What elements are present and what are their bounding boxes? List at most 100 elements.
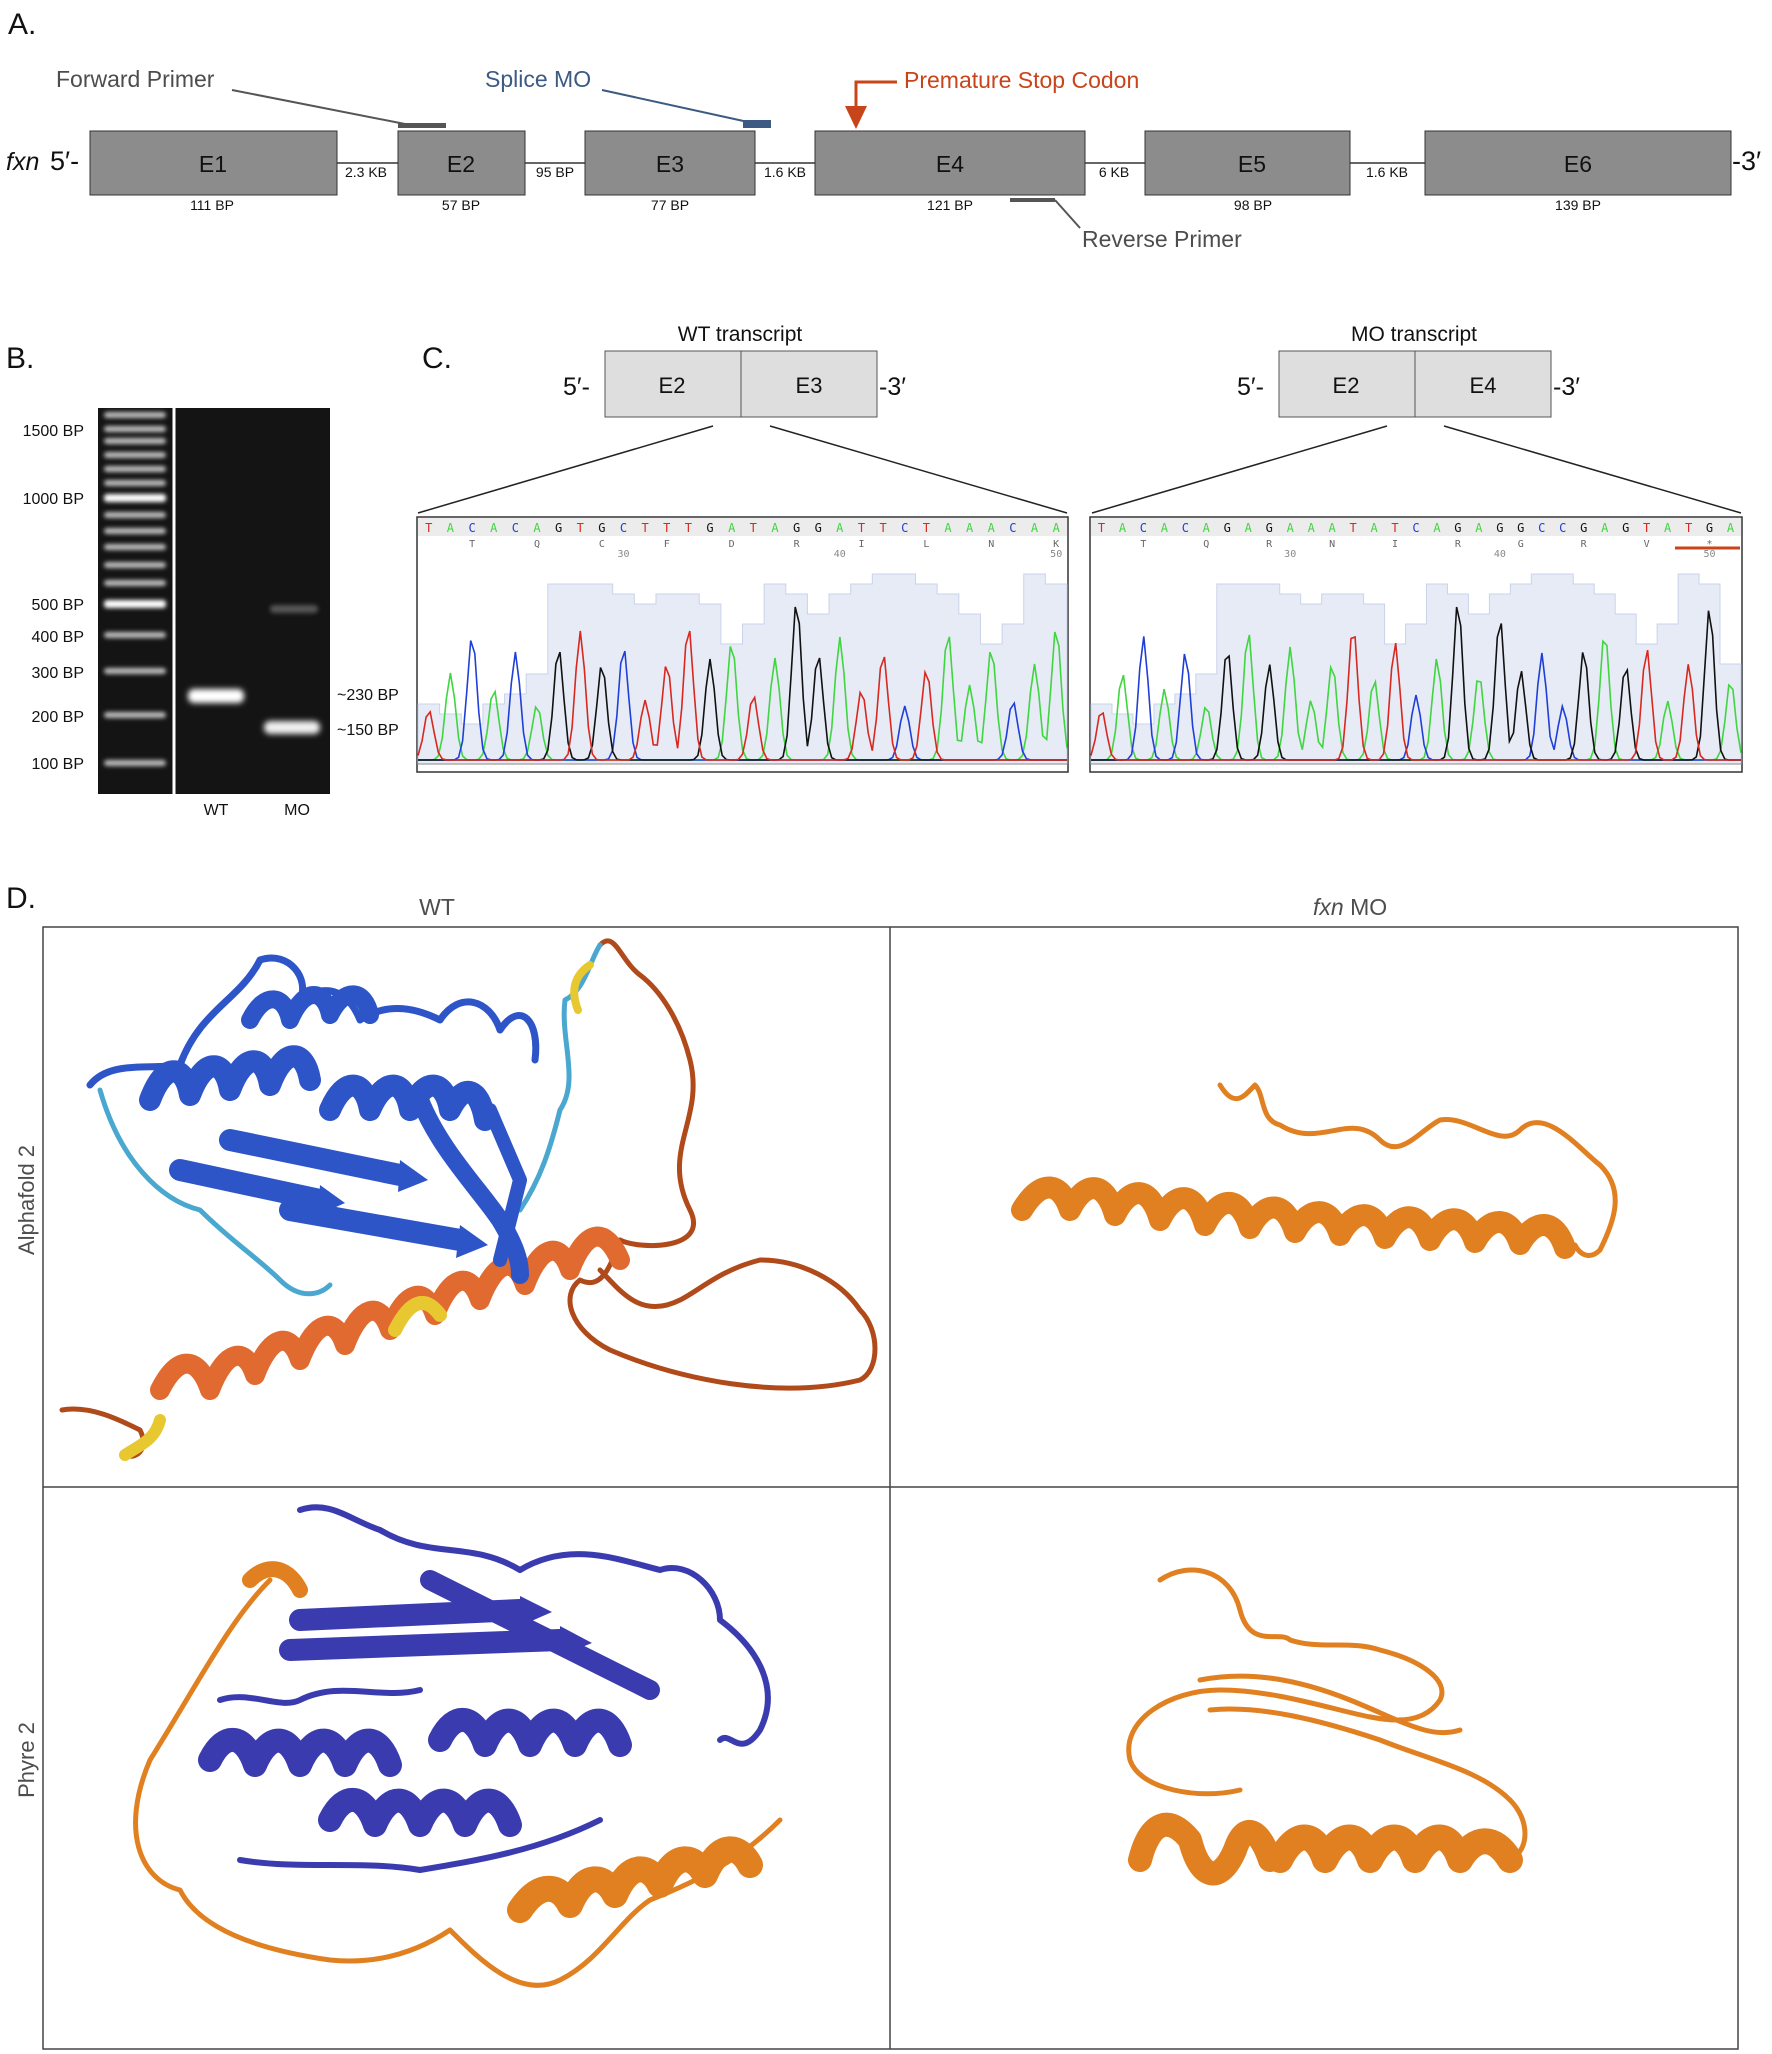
exon-size-5: 98 BP: [1234, 197, 1272, 213]
base-call: T: [1098, 521, 1105, 535]
amino-acid: T: [469, 539, 475, 550]
base-call: C: [1538, 521, 1545, 535]
wt-three-prime: -3′: [879, 373, 906, 401]
ladder-band: [104, 544, 166, 550]
ladder-band: [104, 480, 166, 486]
quality-histogram: [417, 573, 1068, 765]
base-call: A: [836, 521, 844, 535]
wt-exon-box-e2: [604, 350, 742, 418]
base-call: A: [1203, 521, 1211, 535]
base-call: C: [512, 521, 519, 535]
row-label-alphafold: Alphafold 2: [14, 1145, 39, 1255]
base-call: A: [1287, 521, 1295, 535]
wt-alphafold-structure: [59, 938, 878, 1461]
intron-size-1: 2.3 KB: [345, 164, 387, 180]
ladder-band: [104, 668, 166, 674]
mo-traces: [1090, 606, 1742, 761]
mo-faint-band: [270, 605, 318, 613]
structure-grid: [42, 926, 1739, 2050]
wt-phyre-structure: [133, 1504, 783, 1988]
base-call: A: [1245, 521, 1253, 535]
base-call: G: [1454, 521, 1461, 535]
panel-d-label: D.: [6, 882, 36, 915]
base-call: A: [1370, 521, 1378, 535]
ladder-band: [104, 466, 166, 472]
exon-name-4: E4: [936, 151, 964, 177]
intron-size-3: 1.6 KB: [764, 164, 806, 180]
amino-acid: R: [794, 539, 801, 550]
intron-size-2: 95 BP: [536, 164, 574, 180]
base-call: T: [663, 521, 670, 535]
column-header-fxn: fxn: [1313, 894, 1344, 920]
ladder-band: [104, 600, 166, 608]
exon-size-4: 121 BP: [927, 197, 973, 213]
wt-zoom-line-right: [769, 425, 1068, 514]
gel-image: [98, 408, 330, 794]
stop-codon-label: Premature Stop Codon: [904, 67, 1139, 93]
ladder-band: [104, 528, 166, 534]
base-call: C: [901, 521, 908, 535]
ladder-label-100: 100 BP: [32, 756, 84, 773]
base-call: T: [1643, 521, 1650, 535]
mo-transcript: MO transcript 5′- E2 E4 -3′: [1091, 323, 1742, 514]
ladder-label-200: 200 BP: [32, 709, 84, 726]
mo-five-prime: 5′-: [1237, 373, 1264, 401]
exon-box-5: [1144, 130, 1351, 196]
three-prime-label: -3′: [1732, 146, 1761, 176]
base-call: G: [815, 521, 822, 535]
mo-base-strip: [1091, 518, 1741, 536]
ladder-band: [104, 438, 166, 444]
base-call: T: [923, 521, 930, 535]
exon-size-3: 77 BP: [651, 197, 689, 213]
position-tick: 40: [1494, 549, 1506, 560]
lane-label-wt: WT: [204, 802, 229, 819]
base-call: G: [1224, 521, 1231, 535]
base-call: G: [1622, 521, 1629, 535]
wt-five-prime: 5′-: [563, 373, 590, 401]
gene-name: fxn: [6, 148, 39, 176]
exon-box-1: [89, 130, 338, 196]
mo-exon-box-e4: [1414, 350, 1552, 418]
ladder-label-1500: 1500 BP: [23, 423, 84, 440]
base-call: C: [1140, 521, 1147, 535]
wt-band: [188, 689, 244, 703]
forward-primer-label: Forward Primer: [56, 66, 215, 92]
band-label-230: ~230 BP: [337, 687, 399, 704]
mo-alphafold-structure: [1011, 1082, 1618, 1259]
ladder-label-400: 400 BP: [32, 629, 84, 646]
wt-zoom-line-left: [417, 425, 714, 514]
wt-exon-e3: E3: [796, 373, 823, 398]
base-call: A: [1161, 521, 1169, 535]
base-call: G: [1517, 521, 1524, 535]
base-call: A: [771, 521, 779, 535]
mo-exon-box-e2: [1278, 350, 1416, 418]
wt-traces: [417, 606, 1068, 761]
amino-acid: G: [1518, 539, 1524, 550]
amino-acid: R: [1266, 539, 1273, 550]
mo-band: [264, 721, 320, 734]
ladder-label-500: 500 BP: [32, 597, 84, 614]
amino-acid: D: [729, 539, 735, 550]
amino-acid: R: [1581, 539, 1588, 550]
stop-codon-pointer: [854, 80, 897, 110]
column-header-fxn-mo: fxn MO: [1313, 894, 1387, 920]
forward-primer-pointer: [231, 89, 406, 125]
band-label-150: ~150 BP: [337, 722, 399, 739]
base-call: G: [793, 521, 800, 535]
amino-acid: Q: [534, 539, 540, 550]
base-call: G: [1266, 521, 1273, 535]
ladder-band: [104, 562, 166, 568]
five-prime-label: 5′-: [50, 146, 79, 176]
wt-exon-e2: E2: [659, 373, 686, 398]
mo-exon-e4: E4: [1470, 373, 1497, 398]
position-tick: 30: [1284, 549, 1296, 560]
base-call: A: [1053, 521, 1061, 535]
position-tick: 40: [834, 549, 846, 560]
base-call: T: [685, 521, 692, 535]
wt-transcript: WT transcript 5′- E2 E3 -3′: [417, 323, 1068, 514]
base-call: T: [577, 521, 584, 535]
splice-mo-bar: [743, 120, 771, 128]
ladder-lane: [104, 412, 166, 766]
ladder-band: [104, 412, 166, 418]
